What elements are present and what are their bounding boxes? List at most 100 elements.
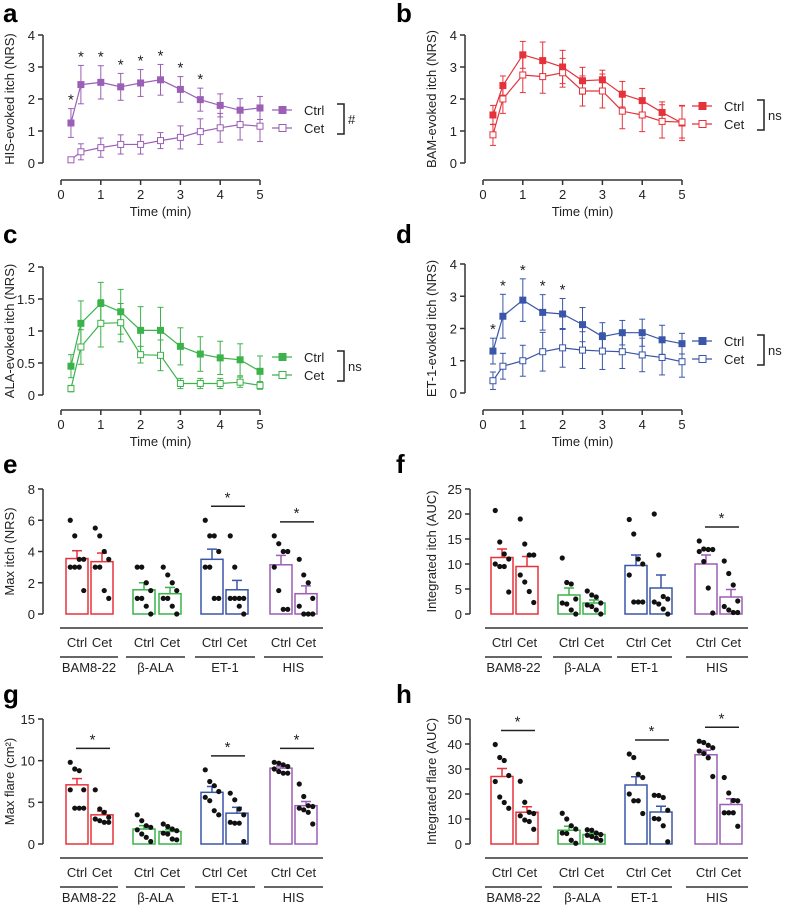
x-tick-label: 3 [177, 187, 184, 202]
data-point [101, 587, 107, 594]
x-axis-label: Time (min) [552, 434, 614, 449]
condition-label: Cet [296, 865, 317, 880]
data-point [67, 362, 75, 370]
data-point [196, 96, 204, 104]
data-point [176, 133, 184, 141]
bar [158, 592, 182, 615]
data-point [656, 816, 662, 822]
group-label: BAM8-22 [62, 660, 116, 675]
series-ctrl [67, 281, 264, 388]
data-point [660, 606, 666, 612]
series-ctrl [489, 278, 686, 365]
data-point [564, 816, 570, 822]
condition-label: Cet [721, 865, 742, 880]
bar [624, 564, 648, 615]
y-axis-label: Integrated itch (AUC) [424, 490, 439, 612]
condition-label: Cet [227, 865, 248, 880]
group-label: HIS [283, 890, 305, 905]
data-point [236, 121, 244, 129]
data-point [117, 140, 125, 148]
data-point [134, 812, 140, 818]
data-point [726, 810, 732, 816]
condition-label: Cet [160, 635, 181, 650]
group-3: Ctrl Cet HIS * [264, 731, 323, 905]
data-point [216, 812, 222, 818]
data-point [139, 831, 145, 837]
y-tick-label: 3 [450, 289, 457, 304]
data-point [301, 572, 307, 578]
series-ctrl [67, 63, 264, 138]
data-point [305, 809, 311, 815]
x-tick-label: 5 [678, 417, 685, 432]
data-point [216, 101, 224, 109]
data-point [67, 385, 75, 393]
data-point [522, 799, 528, 805]
group-0: Ctrl Cet BAM8-22 * [485, 714, 542, 905]
data-point [81, 787, 87, 793]
data-point [499, 95, 507, 103]
data-point [531, 810, 537, 817]
bar [65, 784, 89, 845]
data-point [705, 742, 711, 748]
y-tick-label: 2 [450, 322, 457, 337]
data-point [696, 538, 702, 544]
condition-label: Ctrl [67, 865, 87, 880]
data-point [559, 310, 567, 318]
condition-label: Ctrl [134, 865, 154, 880]
y-tick-label: 10 [21, 754, 35, 769]
data-point [721, 810, 727, 816]
data-point [216, 124, 224, 132]
data-point [517, 778, 523, 784]
y-tick-label: 10 [448, 812, 462, 827]
series-cet [67, 299, 264, 393]
data-point [160, 821, 166, 827]
data-point [526, 818, 532, 825]
series-line [70, 322, 261, 389]
panel-letter: f [396, 449, 405, 479]
data-point [526, 588, 532, 595]
y-tick-label: 1 [450, 124, 457, 139]
data-point [631, 798, 637, 804]
legend-marker [698, 355, 707, 363]
data-point [726, 570, 732, 577]
data-point [499, 362, 507, 370]
x-tick-label: 0 [479, 187, 486, 202]
legend-marker [278, 106, 287, 114]
y-tick-label: 1.5 [17, 292, 35, 307]
data-point [216, 379, 224, 387]
bar [269, 767, 293, 845]
significance-star: * [138, 53, 144, 70]
data-point [271, 564, 277, 570]
bar [557, 829, 581, 845]
data-point [280, 548, 286, 555]
data-point [705, 585, 711, 591]
data-point [148, 587, 154, 594]
x-tick-label: 5 [256, 417, 263, 432]
data-point [216, 548, 222, 555]
panel-letter: c [3, 219, 17, 249]
condition-label: Cet [584, 635, 605, 650]
group-label: BAM8-22 [486, 660, 540, 675]
data-point [531, 552, 537, 558]
data-point [196, 128, 204, 136]
condition-label: Ctrl [202, 865, 222, 880]
legend-label: Cet [304, 368, 325, 383]
data-point [137, 351, 145, 359]
bar [269, 564, 293, 615]
y-tick-label: 5 [28, 795, 35, 810]
significance-star: * [719, 510, 725, 527]
x-tick-label: 0 [57, 417, 64, 432]
group-0: Ctrl Cet BAM8-22 [60, 517, 118, 675]
data-point [735, 609, 741, 616]
x-tick-label: 4 [639, 417, 646, 432]
data-point [256, 381, 264, 389]
legend-label: Cet [724, 352, 745, 367]
y-tick-label: 4 [450, 257, 457, 272]
legend-label: Cet [724, 117, 745, 132]
data-point [216, 595, 222, 601]
y-tick-label: 3 [450, 60, 457, 75]
comparison-label: # [348, 112, 356, 127]
data-point [236, 378, 244, 386]
y-axis-label: ET-1-evoked itch (NRS) [424, 260, 439, 397]
data-point [579, 346, 586, 354]
